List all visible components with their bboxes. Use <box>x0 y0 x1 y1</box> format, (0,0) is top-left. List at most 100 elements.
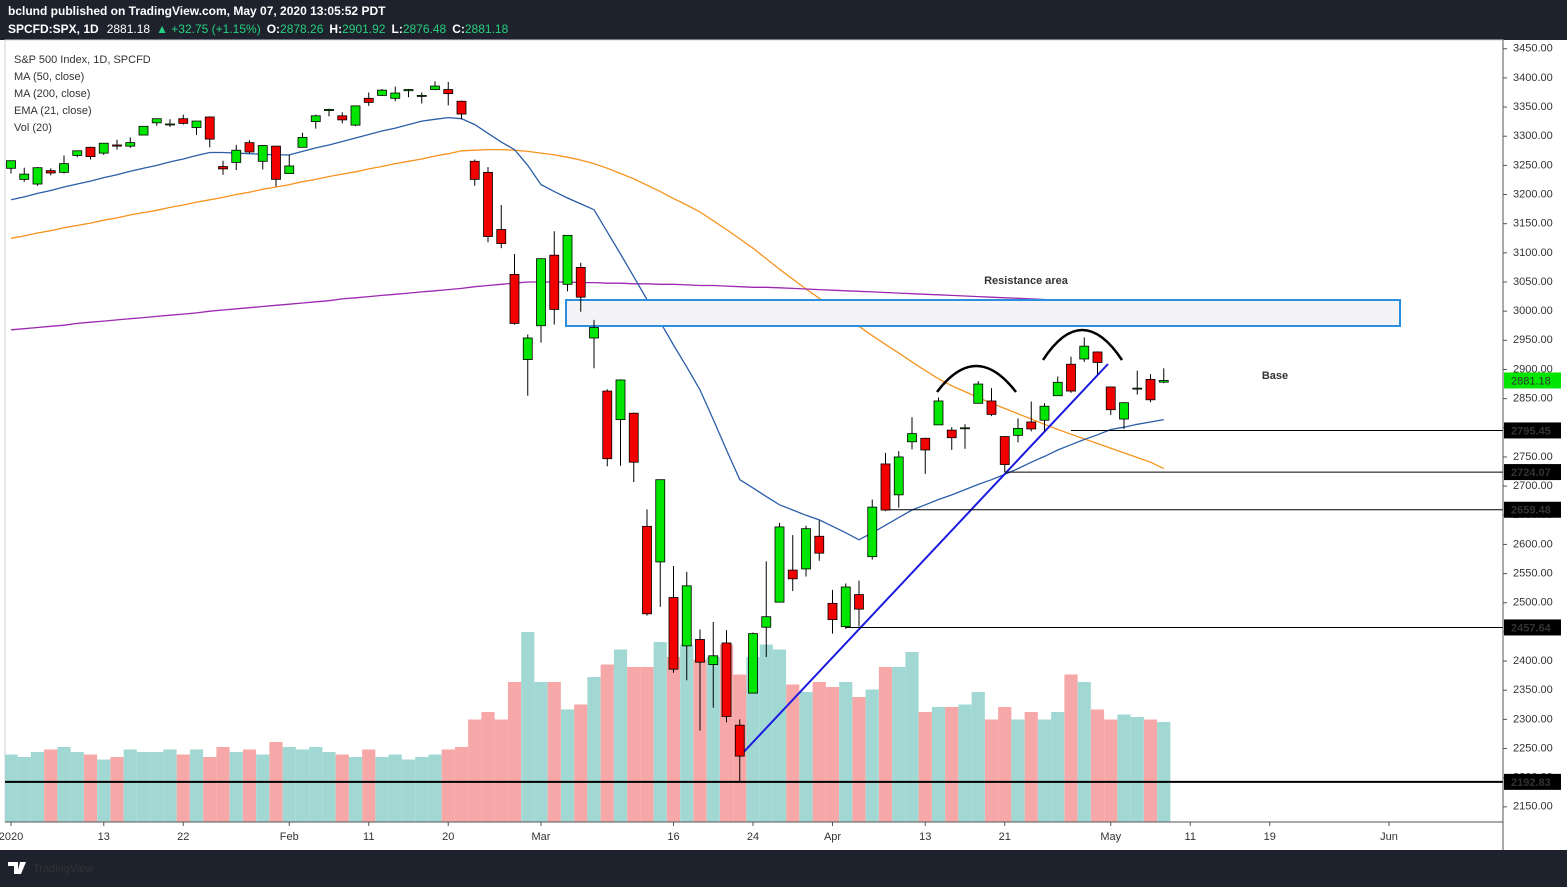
candle-body <box>45 170 56 174</box>
y-tick-label: 2750.00 <box>1513 451 1553 463</box>
y-tick-label: 3200.00 <box>1513 188 1553 200</box>
legend-entry: MA (200, close) <box>14 88 90 100</box>
indicator-line <box>10 281 1164 331</box>
x-tick-label: May <box>1100 831 1121 843</box>
candle-body <box>880 463 891 511</box>
volume-bar <box>1024 712 1038 822</box>
legend-entry: Vol (20) <box>14 122 52 134</box>
footer-bar <box>0 850 1567 887</box>
candle-body <box>6 160 16 169</box>
candle-body <box>999 436 1010 465</box>
arc <box>1041 328 1124 361</box>
candle-body <box>708 655 719 665</box>
volume-bar <box>746 657 760 822</box>
volume-bar <box>136 752 151 822</box>
level-label-box <box>1504 422 1561 439</box>
y-tick-label: 2700.00 <box>1513 480 1553 492</box>
candle-body <box>1105 386 1116 411</box>
logo-icon <box>8 862 26 874</box>
volume-bar <box>110 757 124 822</box>
volume-bar <box>256 754 270 822</box>
last-price: 2881.18 <box>107 22 151 36</box>
candle-body <box>125 142 136 147</box>
x-tick-label: Mar <box>532 831 551 843</box>
volume-bar <box>918 712 932 822</box>
candle-body <box>933 400 944 426</box>
volume-bar <box>1143 719 1158 822</box>
candle-body <box>1039 405 1050 421</box>
volume-bar <box>600 664 614 822</box>
y-tick-label: 2900.00 <box>1513 363 1553 375</box>
candle-body <box>549 254 560 310</box>
volume-bar <box>388 754 402 822</box>
candle-body <box>390 92 401 99</box>
candle-body <box>840 586 851 628</box>
y-tick-label: 2400.00 <box>1513 655 1553 667</box>
volume-bar <box>322 752 336 822</box>
candle-body <box>284 165 295 174</box>
y-tick-label: 2150.00 <box>1513 801 1553 813</box>
volume-bar <box>30 752 45 822</box>
volume-bar <box>428 754 442 822</box>
volume-bar <box>1117 714 1131 822</box>
volume-bar <box>203 757 217 822</box>
y-tick-label: 3100.00 <box>1513 247 1553 259</box>
candle-body <box>589 327 599 339</box>
volume-bar <box>998 707 1012 822</box>
volume-bar <box>1090 709 1105 822</box>
volume-bar <box>984 719 999 822</box>
candle-body <box>310 115 321 123</box>
level-label: 2795.45 <box>1511 425 1551 437</box>
volume-bar <box>653 642 667 822</box>
volume-bar <box>70 752 84 822</box>
candle-body <box>509 274 520 324</box>
volume-bar <box>547 682 561 822</box>
volume-bar <box>150 752 164 822</box>
trend-line <box>739 363 1109 757</box>
candle-body <box>575 267 586 298</box>
candle-body <box>628 412 639 463</box>
ohlc-label: C: <box>452 22 465 36</box>
volume-bar <box>123 749 137 822</box>
candle-body <box>165 123 175 126</box>
candle-body <box>377 89 387 96</box>
change: ▲ +32.75 (+1.15%) <box>156 22 261 36</box>
legend-entry: MA (50, close) <box>14 71 84 83</box>
volume-bar <box>83 754 98 822</box>
volume-bar <box>812 682 826 822</box>
candle-body <box>1132 387 1143 390</box>
candle-body <box>151 118 162 124</box>
volume-bar <box>534 682 548 822</box>
level-label-box <box>1504 619 1561 636</box>
candle-body <box>1158 380 1169 383</box>
y-tick-label: 2350.00 <box>1513 684 1553 696</box>
indicator-line <box>10 116 1164 541</box>
y-tick-label: 2950.00 <box>1513 334 1553 346</box>
candle-body <box>1052 381 1063 397</box>
candle-body <box>562 234 573 285</box>
candle-body <box>138 125 149 136</box>
volume-bar <box>574 704 588 822</box>
candle-body <box>801 528 811 570</box>
candle-body <box>59 163 69 173</box>
x-tick-label: Jun <box>1380 831 1398 843</box>
candle-body <box>854 594 864 610</box>
annotation: Resistance area <box>984 275 1069 287</box>
x-tick-label: Feb <box>280 831 299 843</box>
volume-bar <box>706 657 720 822</box>
volume-bar <box>931 707 946 822</box>
candle-body <box>814 535 825 554</box>
level-label: 2192.83 <box>1511 777 1551 789</box>
volume-bar <box>945 707 959 822</box>
volume-bar <box>507 682 522 822</box>
volume-bar <box>415 757 429 822</box>
candle-body <box>734 724 745 757</box>
ohlc-value: 2878.26 <box>280 22 324 36</box>
ohlc-label: H: <box>329 22 342 36</box>
level-label: 2724.07 <box>1511 467 1551 479</box>
candle-body <box>946 429 957 439</box>
candle-body <box>297 136 308 148</box>
y-tick-label: 3450.00 <box>1513 43 1553 55</box>
volume-bar <box>1130 717 1144 822</box>
